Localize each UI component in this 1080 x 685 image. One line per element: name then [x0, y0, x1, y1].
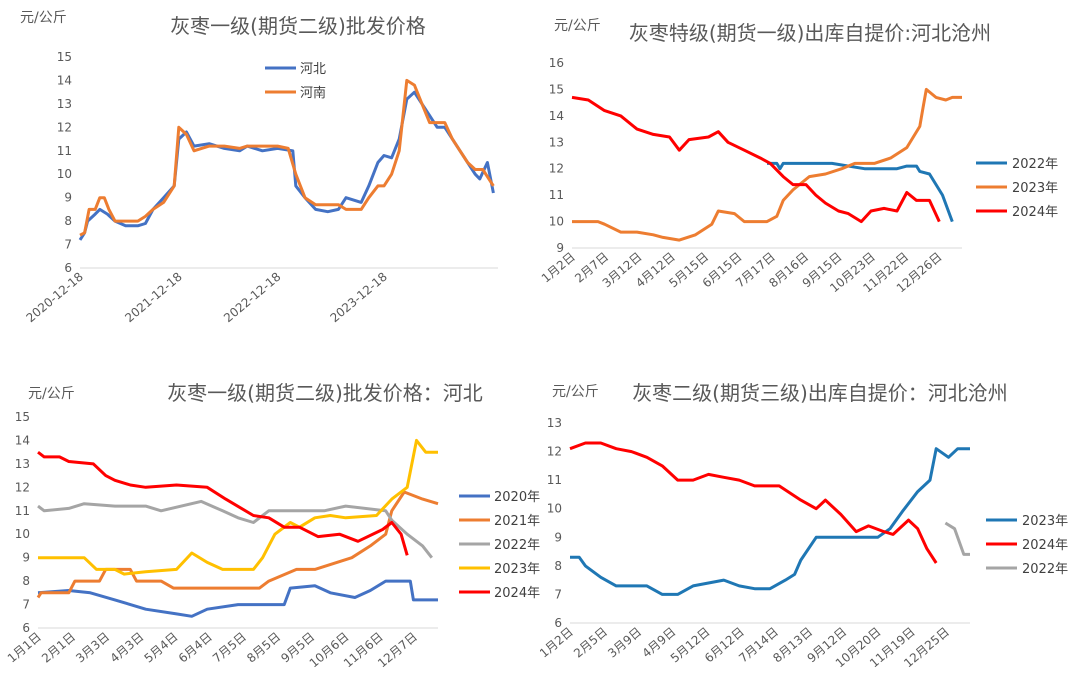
- legend-label: 2023年: [1022, 514, 1068, 529]
- x-tick-label: 8月5日: [244, 630, 283, 666]
- series-line-1: [572, 87, 962, 242]
- y-tick-label: 12: [57, 120, 72, 134]
- y-tick-label: 9: [64, 191, 72, 205]
- y-tick-label: 10: [15, 527, 30, 541]
- y-tick-label: 10: [57, 167, 72, 181]
- y-tick-label: 15: [15, 410, 30, 424]
- chart-title: 灰枣一级(期货二级)批发价格：河北: [167, 381, 483, 405]
- legend: 2023年 2024年 2022年: [986, 514, 1068, 577]
- y-tick-label: 11: [15, 504, 30, 518]
- x-tick-label: 6月4日: [176, 630, 215, 666]
- chart-title: 灰枣二级(期货三级)出库自提价：河北沧州: [632, 381, 1008, 405]
- y-tick-label: 9: [554, 530, 562, 544]
- x-tick-label: 2023-12-18: [327, 270, 389, 326]
- y-tick-label: 13: [549, 135, 564, 149]
- legend-label: 河南: [300, 85, 326, 101]
- series-line-1: [569, 441, 938, 564]
- y-tick-label: 10: [549, 215, 564, 229]
- series-line-3: [38, 438, 438, 576]
- y-axis-unit: 元/公斤: [28, 386, 75, 402]
- x-tick-label: 2021-12-18: [122, 270, 184, 326]
- series-line-0: [78, 90, 495, 241]
- y-tick-label: 13: [57, 97, 72, 111]
- panel-wholesale-price: 灰枣一级(期货二级)批发价格 元/公斤 6 7 8 9 10 11 12 13 14 15 2020…: [0, 0, 540, 340]
- legend-label: 2021年: [494, 514, 540, 529]
- y-tick-label: 6: [554, 616, 562, 630]
- y-axis-unit: 元/公斤: [554, 18, 601, 34]
- y-tick-label: 10: [547, 502, 562, 516]
- y-tick-label: 11: [57, 144, 72, 158]
- y-tick-label: 14: [549, 109, 564, 123]
- y-axis-unit: 元/公斤: [552, 384, 599, 400]
- chart-svg: 灰枣一级(期货二级)批发价格：河北 元/公斤 67891011121314151…: [5, 381, 540, 670]
- y-tick-label: 7: [554, 587, 562, 601]
- chart-svg: 灰枣二级(期货三级)出库自提价：河北沧州 元/公斤 6789101112131月…: [537, 381, 1068, 670]
- x-tick-label: 7月5日: [210, 630, 249, 666]
- x-tick-label: 2月1日: [39, 630, 78, 666]
- chart-title: 灰枣一级(期货二级)批发价格: [170, 14, 426, 38]
- chart-svg: 灰枣一级(期货二级)批发价格 元/公斤 6 7 8 9 10 11 12 13 14 15 2020…: [20, 10, 498, 326]
- y-tick-label: 11: [549, 188, 564, 202]
- legend-label: 2024年: [1022, 538, 1068, 553]
- y-tick-label: 15: [549, 82, 564, 96]
- y-tick-label: 9: [22, 551, 30, 565]
- legend-label: 2022年: [1022, 562, 1068, 577]
- series-line-2: [571, 95, 941, 224]
- legend: 2022年 2023年 2024年: [976, 157, 1058, 220]
- legend-label: 2022年: [1012, 157, 1058, 172]
- legend-label: 2020年: [494, 490, 540, 505]
- x-tick-label: 2020-12-18: [23, 270, 85, 326]
- y-tick-label: 6: [64, 261, 72, 275]
- y-tick-label: 16: [549, 56, 564, 70]
- legend-label: 2023年: [1012, 181, 1058, 196]
- series-line-0: [570, 447, 970, 596]
- legend-label: 2024年: [1012, 205, 1058, 220]
- x-tick-label: 2月5日: [571, 625, 610, 661]
- x-tick-label: 3月3日: [73, 630, 112, 666]
- y-axis-unit: 元/公斤: [20, 10, 67, 26]
- series-line-2: [944, 521, 970, 556]
- legend: 河北 河南: [265, 62, 326, 101]
- series-line-2: [37, 499, 433, 559]
- panel-wholesale-hebei: 灰枣一级(期货二级)批发价格：河北 元/公斤 6 7 8 9 10 11 12 13 14 15 1…: [0, 340, 540, 681]
- y-tick-label: 13: [15, 457, 30, 471]
- y-tick-label: 8: [554, 559, 562, 573]
- x-tick-label: 4月3日: [107, 630, 146, 666]
- x-tick-label: 2022-12-18: [221, 270, 283, 326]
- y-tick-label: 12: [549, 162, 564, 176]
- series-line-1: [79, 78, 495, 237]
- series-line-0: [37, 579, 438, 618]
- y-tick-label: 7: [22, 598, 30, 612]
- chart-title: 灰枣特级(期货一级)出库自提价:河北沧州: [629, 21, 991, 45]
- y-tick-label: 14: [15, 433, 30, 447]
- legend-label: 2022年: [494, 538, 540, 553]
- series-line-0: [767, 161, 954, 223]
- panel-grade2-ex-warehouse: 灰枣二级(期货三级)出库自提价：河北沧州 元/公斤 6 7 8 9 10 11 12 13 1月…: [537, 340, 1080, 681]
- series-line-4: [37, 451, 409, 556]
- x-tick-label: 3月9日: [605, 625, 644, 661]
- legend-label: 河北: [300, 62, 326, 77]
- y-tick-label: 8: [64, 214, 72, 228]
- y-tick-label: 8: [22, 574, 30, 588]
- y-tick-label: 11: [547, 473, 562, 487]
- x-tick-label: 5月4日: [142, 630, 181, 666]
- legend-label: 2023年: [494, 562, 540, 577]
- y-tick-label: 13: [547, 416, 562, 430]
- legend: 2020年 2021年 2022年 2023年 2024年: [459, 490, 540, 601]
- y-tick-label: 14: [57, 73, 72, 87]
- y-tick-label: 7: [64, 238, 72, 252]
- chart-svg: 灰枣特级(期货一级)出库自提价:河北沧州 元/公斤 9 10 11 12 13 14 15 1…: [539, 18, 1058, 295]
- y-tick-label: 12: [15, 480, 30, 494]
- series-line-1: [36, 490, 439, 599]
- panel-premium-ex-warehouse: 灰枣特级(期货一级)出库自提价:河北沧州 元/公斤 9 10 11 12 13 14 15 1…: [539, 0, 1080, 340]
- y-tick-label: 9: [556, 241, 564, 255]
- y-tick-label: 12: [547, 445, 562, 459]
- y-tick-label: 6: [22, 621, 30, 635]
- y-tick-label: 15: [57, 50, 72, 64]
- legend-label: 2024年: [494, 586, 540, 601]
